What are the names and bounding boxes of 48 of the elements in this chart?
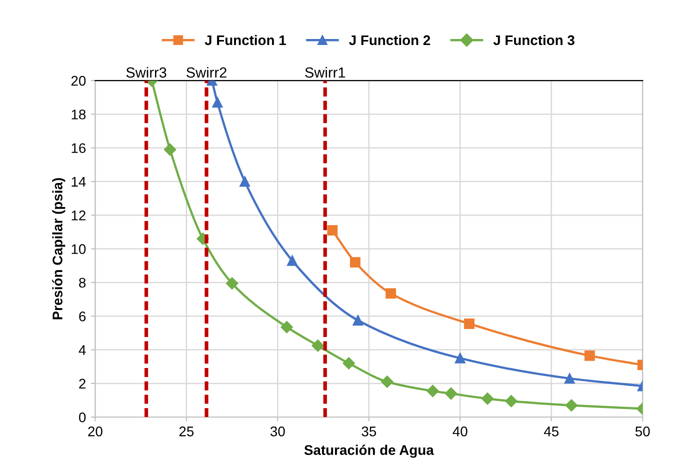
point — [464, 318, 474, 329]
ref-line-label: Swirr1 — [305, 66, 346, 78]
legend-label: J Function 1 — [204, 34, 286, 46]
point — [164, 143, 176, 156]
point — [342, 357, 355, 370]
point — [381, 376, 394, 388]
point — [444, 387, 458, 400]
x-tick-label: 50 — [635, 426, 650, 436]
y-axis-title: Presión Capilar (psia) — [52, 178, 66, 320]
y-tick-label: 6 — [79, 311, 86, 322]
y-tick-label: 8 — [79, 278, 86, 288]
ref-line-label: Swirr3 — [126, 66, 166, 78]
y-tick-label: 16 — [72, 143, 86, 154]
y-tick-label: 4 — [78, 345, 86, 355]
point — [565, 399, 578, 412]
point — [352, 315, 364, 326]
y-tick-label: 0 — [78, 412, 86, 422]
point — [350, 257, 360, 268]
point — [312, 340, 324, 352]
point — [426, 384, 439, 398]
point — [505, 395, 518, 408]
point — [584, 350, 595, 361]
x-tick-label: 40 — [452, 426, 468, 436]
y-tick-label: 18 — [72, 110, 86, 120]
x-tick-label: 25 — [179, 426, 194, 436]
point — [212, 97, 223, 108]
y-tick-label: 12 — [72, 210, 86, 220]
point — [280, 321, 293, 334]
x-tick-label: 35 — [362, 426, 376, 436]
point — [481, 392, 494, 405]
y-tick-label: 20 — [71, 76, 86, 86]
point — [386, 288, 396, 299]
point — [564, 373, 575, 384]
point — [287, 255, 298, 266]
point — [226, 277, 238, 290]
x-tick-label: 20 — [88, 426, 102, 436]
point — [454, 353, 466, 364]
point — [240, 176, 250, 187]
legend-label: J Function 3 — [493, 34, 574, 46]
x-tick-label: 30 — [270, 426, 285, 436]
point — [327, 225, 338, 236]
legend-label: J Function 2 — [349, 34, 430, 46]
y-tick-label: 2 — [79, 378, 86, 388]
x-tick-label: 45 — [544, 426, 559, 436]
y-tick-label: 10 — [72, 244, 86, 254]
y-tick-label: 14 — [72, 177, 86, 187]
ref-line-label: Swirr2 — [186, 66, 226, 78]
x-axis-title: Saturación de Agua — [304, 444, 434, 458]
